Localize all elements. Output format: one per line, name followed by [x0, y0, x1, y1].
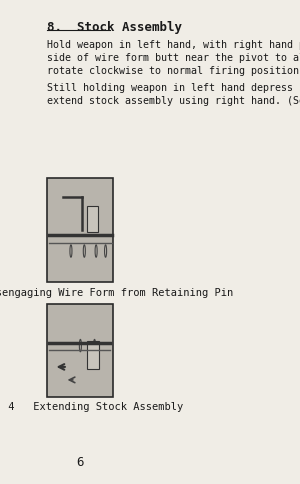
Text: Fig. 3   Disengaging Wire Form from Retaining Pin: Fig. 3 Disengaging Wire Form from Retain…: [0, 288, 233, 298]
Text: Fig. 4   Extending Stock Assembly: Fig. 4 Extending Stock Assembly: [0, 402, 184, 412]
Text: 8.  Stock Assembly: 8. Stock Assembly: [47, 21, 182, 34]
FancyBboxPatch shape: [87, 206, 98, 232]
Text: Still holding weapon in left hand depress stock latch button and
extend stock as: Still holding weapon in left hand depres…: [47, 83, 300, 106]
FancyBboxPatch shape: [47, 304, 113, 396]
FancyBboxPatch shape: [87, 341, 99, 369]
Text: 6: 6: [76, 456, 84, 469]
Text: Hold weapon in left hand, with right hand press inwards on right
side of wire fo: Hold weapon in left hand, with right han…: [47, 40, 300, 76]
FancyBboxPatch shape: [47, 178, 113, 283]
